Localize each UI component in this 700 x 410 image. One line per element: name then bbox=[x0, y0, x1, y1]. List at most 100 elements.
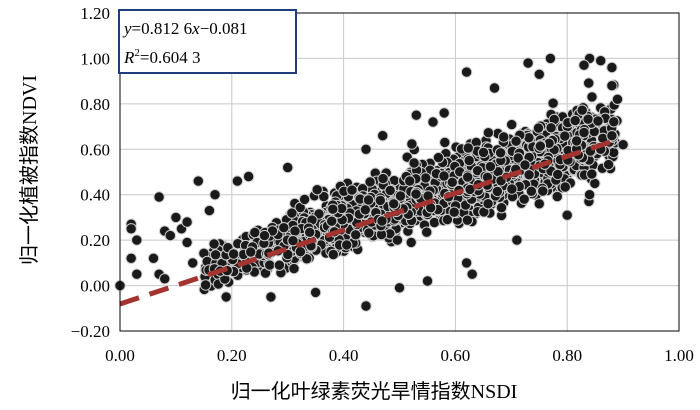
scatter-point bbox=[220, 291, 232, 303]
scatter-point bbox=[408, 157, 420, 169]
scatter-point bbox=[512, 152, 524, 164]
scatter-point bbox=[301, 253, 313, 265]
scatter-point bbox=[278, 222, 290, 234]
scatter-point bbox=[602, 158, 615, 171]
scatter-point bbox=[484, 160, 497, 173]
x-tick-label: 0.80 bbox=[552, 346, 582, 365]
scatter-point bbox=[231, 175, 244, 187]
scatter-points bbox=[114, 52, 629, 312]
scatter-point bbox=[309, 286, 322, 299]
scatter-point bbox=[393, 282, 406, 294]
scatter-point bbox=[617, 139, 629, 151]
x-tick-label: 0.00 bbox=[105, 346, 135, 365]
scatter-point bbox=[164, 229, 177, 242]
scatter-point bbox=[287, 235, 299, 247]
scatter-point bbox=[360, 300, 372, 312]
x-tick-label: 0.40 bbox=[329, 346, 359, 365]
scatter-point bbox=[477, 146, 490, 159]
scatter-point bbox=[506, 183, 518, 195]
scatter-point bbox=[360, 143, 372, 156]
equation-y: y bbox=[122, 19, 132, 38]
scatter-point bbox=[388, 198, 400, 210]
equation-intercept: −0.081 bbox=[200, 19, 248, 38]
scatter-point bbox=[282, 161, 294, 174]
scatter-point bbox=[289, 225, 301, 237]
scatter-point bbox=[523, 169, 535, 181]
scatter-point bbox=[583, 189, 596, 201]
scatter-point bbox=[559, 181, 571, 193]
scatter-point bbox=[552, 168, 564, 181]
scatter-point bbox=[561, 209, 573, 221]
scatter-point bbox=[461, 214, 474, 226]
scatter-point bbox=[463, 154, 475, 167]
scatter-point bbox=[147, 252, 160, 264]
scatter-point bbox=[192, 175, 205, 187]
scatter-point bbox=[532, 122, 545, 134]
scatter-point bbox=[519, 159, 531, 171]
scatter-point bbox=[318, 190, 330, 203]
scatter-point bbox=[438, 170, 450, 182]
scatter-point bbox=[327, 203, 339, 215]
scatter-point bbox=[245, 246, 257, 258]
scatter-point bbox=[125, 252, 137, 264]
scatter-point bbox=[547, 97, 559, 109]
scatter-point bbox=[421, 226, 433, 238]
scatter-point bbox=[491, 185, 504, 198]
x-tick-label: 0.20 bbox=[217, 346, 247, 365]
scatter-point bbox=[578, 126, 590, 139]
r-symbol: R bbox=[123, 48, 135, 67]
scatter-point bbox=[410, 188, 422, 200]
scatter-point bbox=[439, 136, 451, 149]
scatter-point bbox=[545, 122, 557, 134]
scatter-point bbox=[607, 146, 620, 159]
scatter-point bbox=[404, 175, 416, 187]
scatter-point bbox=[494, 147, 507, 159]
scatter-point bbox=[377, 130, 389, 142]
scatter-point bbox=[394, 190, 407, 202]
y-tick-label: −0.20 bbox=[71, 322, 110, 341]
scatter-point bbox=[327, 248, 339, 261]
x-axis-ticks: 0.00 0.20 0.40 0.60 0.80 1.00 bbox=[105, 346, 694, 365]
regression-equation: y=0.812 6x−0.081 bbox=[122, 19, 248, 38]
scatter-point bbox=[363, 227, 375, 239]
scatter-point bbox=[460, 66, 473, 78]
scatter-point bbox=[264, 259, 276, 271]
scatter-point bbox=[203, 204, 216, 217]
scatter-point bbox=[153, 191, 165, 203]
scatter-point bbox=[304, 226, 316, 239]
scatter-point bbox=[446, 176, 458, 189]
scatter-point bbox=[578, 59, 590, 71]
scatter-point bbox=[511, 234, 523, 246]
x-tick-label: 1.00 bbox=[664, 346, 694, 365]
scatter-point bbox=[421, 275, 434, 287]
x-axis-title: 归一化叶绿素荧光旱情指数NSDI bbox=[231, 380, 518, 403]
scatter-point bbox=[432, 151, 445, 164]
scatter-point bbox=[384, 184, 396, 197]
scatter-point bbox=[464, 183, 476, 196]
r-squared-value: =0.604 3 bbox=[140, 48, 201, 67]
y-axis-ticks: −0.20 0.00 0.20 0.40 0.60 0.80 1.00 1.20 bbox=[71, 4, 110, 341]
scatter-point bbox=[391, 234, 404, 246]
y-tick-label: 0.00 bbox=[80, 277, 110, 296]
scatter-point bbox=[611, 93, 624, 106]
scatter-point bbox=[608, 116, 620, 128]
y-tick-label: 1.20 bbox=[80, 4, 110, 23]
scatter-point bbox=[187, 257, 199, 269]
scatter-point bbox=[551, 190, 563, 203]
scatter-point bbox=[534, 140, 546, 152]
scatter-point bbox=[265, 291, 277, 303]
scatter-point bbox=[462, 171, 474, 183]
y-tick-label: 0.60 bbox=[80, 140, 110, 159]
scatter-point bbox=[448, 206, 460, 218]
r-squared-label: R2=0.604 3 bbox=[123, 47, 200, 67]
plot-frame bbox=[119, 12, 680, 332]
scatter-point bbox=[294, 246, 307, 258]
y-tick-label: 0.20 bbox=[80, 231, 110, 250]
scatter-point bbox=[420, 172, 432, 184]
scatter-point bbox=[199, 279, 212, 291]
scatter-point bbox=[570, 135, 583, 147]
scatter-point bbox=[405, 236, 417, 249]
scatter-point bbox=[482, 127, 495, 139]
scatter-point bbox=[410, 109, 422, 121]
scatter-point bbox=[374, 194, 386, 207]
